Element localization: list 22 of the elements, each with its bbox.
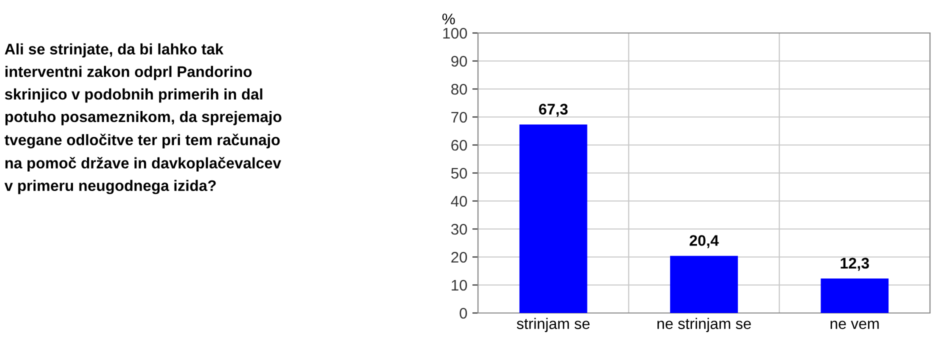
y-tick-label: 100 [443, 28, 467, 39]
x-tick-label: ne vem [830, 320, 879, 330]
text: Ali se strinjate, da bi lahko tak interventni zakon odprl Pandorino skrinjico v podobnih primerih in dal potuho posameznikom, da sprejemajo tvegane odločitve ter pri tem računajo na pomoč države in davkoplačevalcev v primeru neugodnega izida? [4, 43, 282, 194]
y-tick-label: 50 [451, 168, 467, 179]
y-tick-label: 70 [451, 112, 467, 123]
x-tick-label: strinjam se [516, 318, 590, 332]
x-tick-label: ne strinjam se [657, 318, 751, 332]
y-tick-label: 30 [451, 224, 467, 235]
y-tick-label: 40 [450, 196, 467, 207]
bar [670, 256, 738, 313]
y-axis-title: % [442, 14, 455, 24]
data-label: 67,3 [539, 104, 568, 117]
y-tick-label: 80 [451, 84, 467, 95]
data-label: 20,4 [690, 235, 719, 248]
bar [519, 124, 588, 313]
y-tick-label: 0 [460, 308, 467, 319]
bar [820, 278, 889, 313]
y-tick-label: 20 [451, 252, 467, 263]
y-tick-label: 10 [452, 280, 467, 291]
y-tick-label: 60 [451, 140, 467, 151]
data-label: 12,3 [840, 258, 869, 271]
y-tick-label: 90 [451, 56, 467, 67]
